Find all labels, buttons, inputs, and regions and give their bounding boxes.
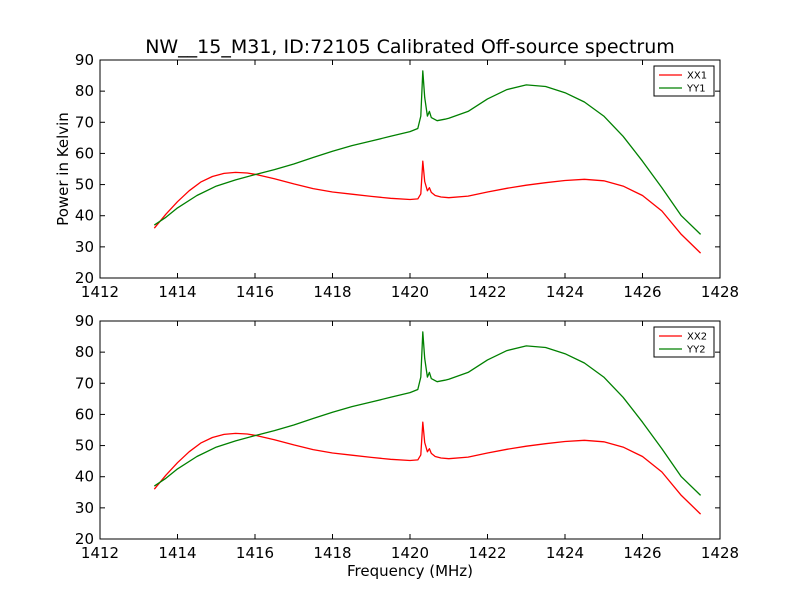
y-tick-label: 90 — [75, 51, 94, 69]
y-tick-label: 70 — [75, 113, 94, 131]
plot-panel-1: 1412 1414 1416 1418 1420 1422 1424 1426 1428 20 30… — [54, 51, 739, 301]
figure-title: NW__15_M31, ID:72105 Calibrated Off-sour… — [145, 36, 675, 58]
plots-container: 1412 1414 1416 1418 1420 1422 1424 1426 1428 20 30… — [54, 51, 739, 580]
x-tick-label: 1414 — [158, 544, 196, 562]
y-tick-label: 50 — [75, 176, 94, 194]
y-tick-label: 20 — [75, 530, 94, 548]
legend-label-yy2: YY2 — [686, 345, 706, 356]
y-tick-label: 20 — [75, 269, 94, 287]
y-tick-label: 60 — [75, 405, 94, 423]
x-tick-label: 1420 — [391, 544, 429, 562]
series-line-xx1 — [153, 160, 702, 254]
x-axis-label: Frequency (MHz) — [347, 562, 473, 580]
x-tick-label: 1414 — [158, 283, 196, 301]
x-tick-label: 1424 — [546, 283, 584, 301]
plot-panel-2: 1412 1414 1416 1418 1420 1422 1424 1426 1428 20 30… — [75, 312, 739, 580]
x-tick-label: 1426 — [623, 544, 661, 562]
y-tick-label: 30 — [75, 499, 94, 517]
series-line-xx2 — [153, 421, 702, 515]
x-tick-label: 1428 — [701, 544, 739, 562]
y-tick-label: 70 — [75, 374, 94, 392]
x-tick-label: 1426 — [623, 283, 661, 301]
legend-label-xx1: XX1 — [687, 71, 707, 82]
y-tick-label: 30 — [75, 238, 94, 256]
x-tick-label: 1412 — [81, 544, 119, 562]
legend-box — [653, 65, 715, 97]
x-tick-label: 1422 — [468, 283, 506, 301]
series-line-yy1 — [153, 70, 702, 235]
y-tick-label: 80 — [75, 82, 94, 100]
legend-box — [653, 326, 715, 358]
x-tick-label: 1424 — [546, 544, 584, 562]
x-tick-label: 1428 — [701, 283, 739, 301]
y-tick-label: 40 — [75, 207, 94, 225]
y-tick-label: 80 — [75, 343, 94, 361]
x-tick-label: 1418 — [313, 544, 351, 562]
x-tick-label: 1418 — [313, 283, 351, 301]
x-tick-label: 1422 — [468, 544, 506, 562]
y-tick-label: 50 — [75, 437, 94, 455]
series-line-yy2 — [153, 331, 702, 496]
x-tick-label: 1416 — [236, 283, 274, 301]
x-tick-label: 1420 — [391, 283, 429, 301]
y-tick-label: 90 — [75, 312, 94, 330]
y-tick-label: 60 — [75, 144, 94, 162]
x-tick-label: 1412 — [81, 283, 119, 301]
x-tick-label: 1416 — [236, 544, 274, 562]
legend-label-yy1: YY1 — [686, 84, 706, 95]
legend-label-xx2: XX2 — [687, 332, 707, 343]
y-tick-label: 40 — [75, 468, 94, 486]
y-axis-label: Power in Kelvin — [54, 112, 72, 226]
